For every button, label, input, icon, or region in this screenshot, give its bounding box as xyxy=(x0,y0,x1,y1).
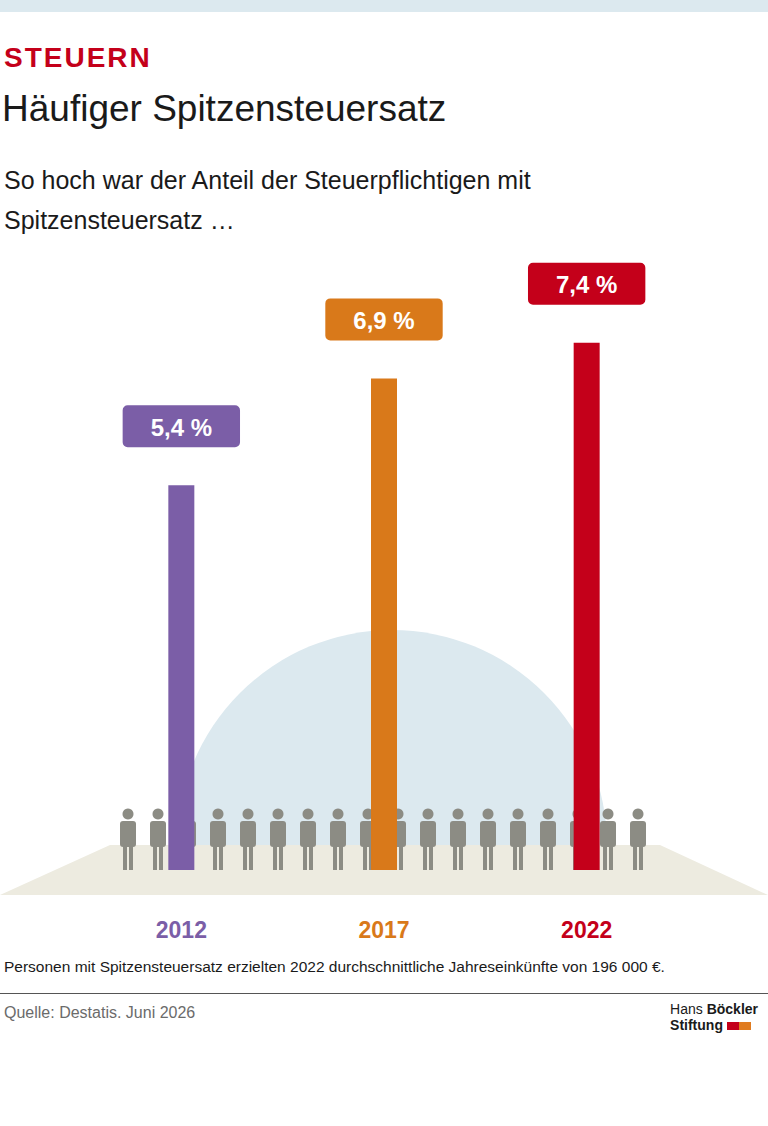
html-text:So hoch war der Anteil der Ste: So hoch war der Anteil der Steuerpflicht… xyxy=(4,166,531,234)
html-text:Personen mit Spitzensteuersatz: Personen mit Spitzensteuersatz erzielten… xyxy=(4,958,665,975)
svg-text:2012: 2012 xyxy=(156,917,207,943)
svg-text:6,9 %: 6,9 % xyxy=(353,307,414,334)
svg-text:2022: 2022 xyxy=(561,917,612,943)
svg-text:5,4 %: 5,4 % xyxy=(151,414,212,441)
html-text:Quelle: Destatis. Juni 2026: Quelle: Destatis. Juni 2026 xyxy=(4,1004,196,1021)
html-text:Häufiger Spitzensteuersatz: Häufiger Spitzensteuersatz xyxy=(2,88,447,129)
svg-text:7,4 %: 7,4 % xyxy=(556,271,617,298)
html-text:Stiftung: Stiftung xyxy=(670,1017,723,1033)
html-text:STEUERN: STEUERN xyxy=(4,42,152,73)
svg-text:2017: 2017 xyxy=(358,917,409,943)
html-text:Hans Böckler: Hans Böckler xyxy=(670,1001,758,1017)
